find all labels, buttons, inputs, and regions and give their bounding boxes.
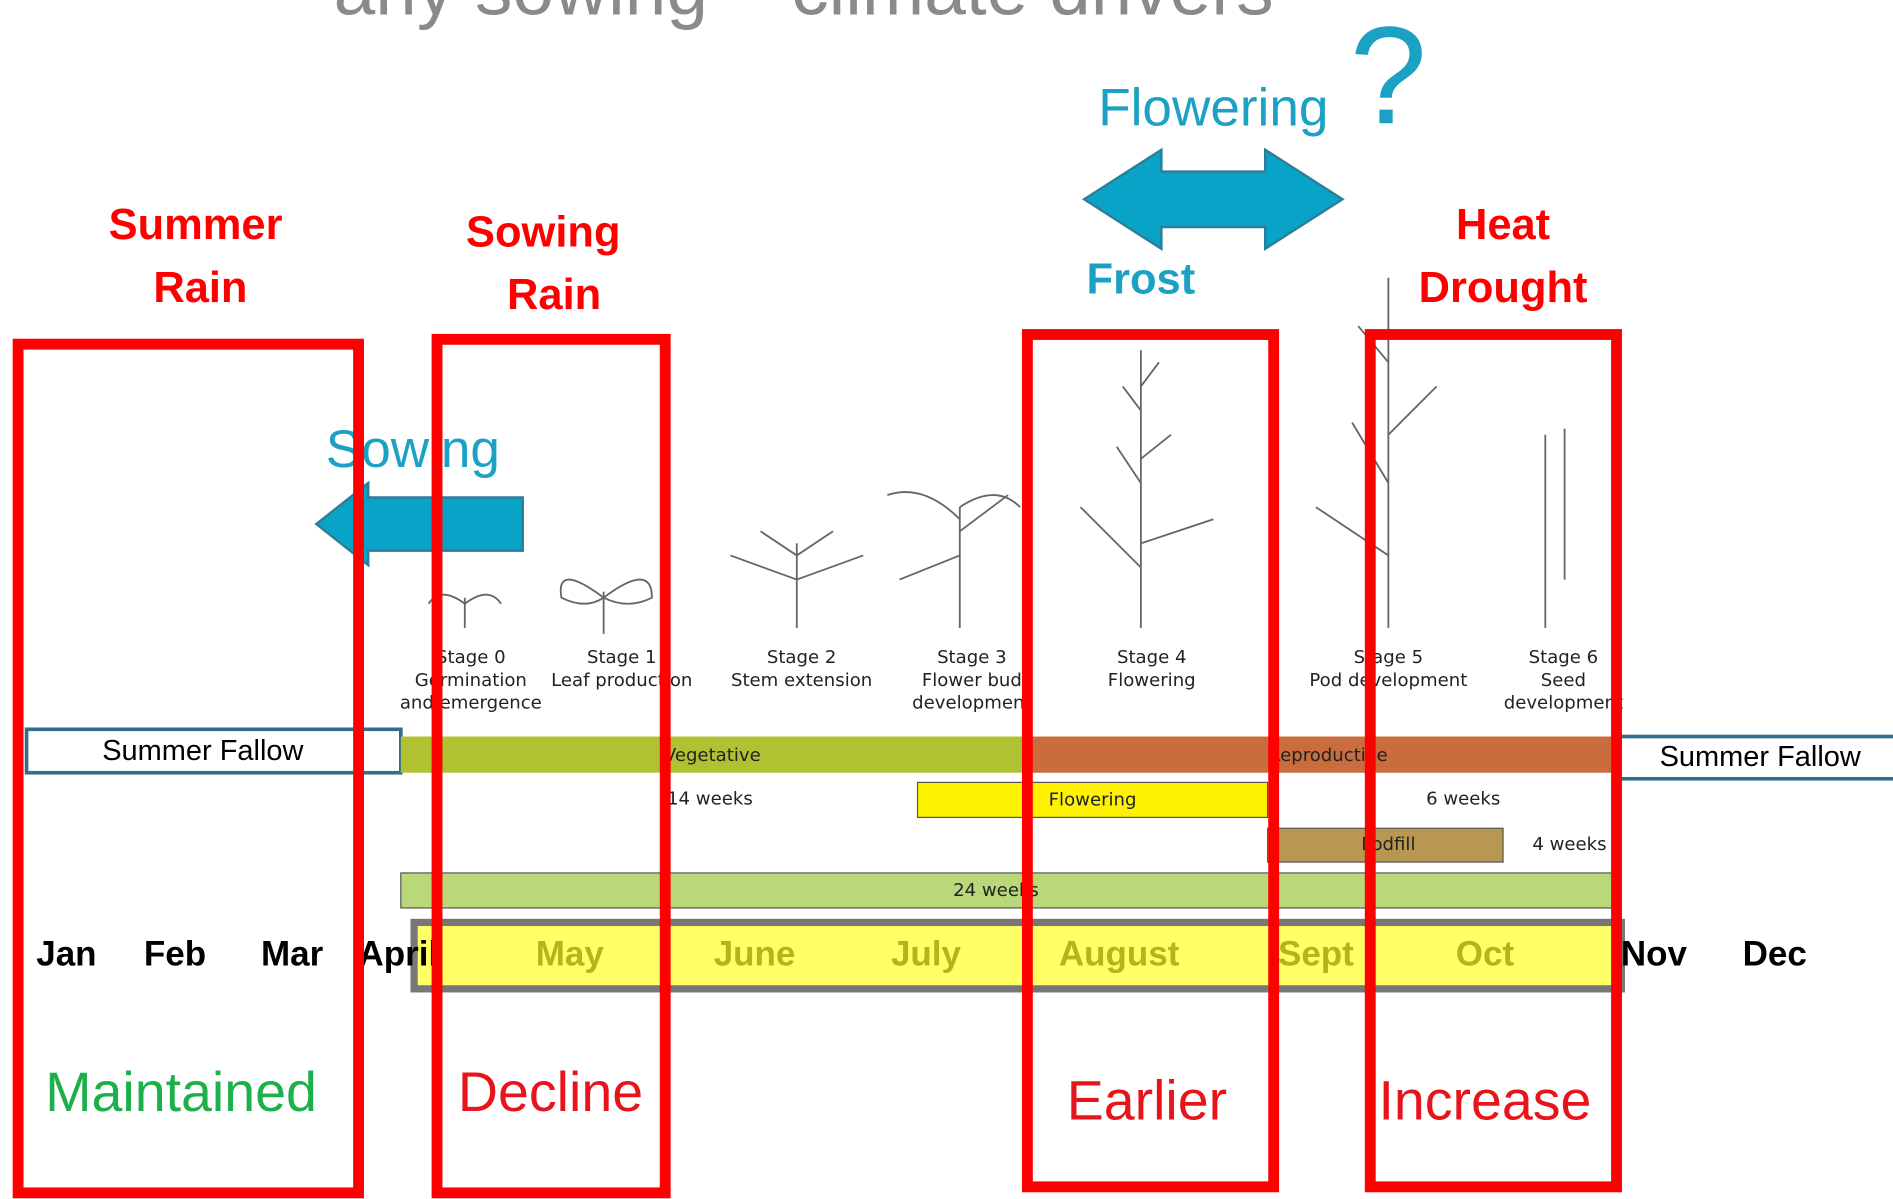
bar-label: 6 weeks: [1426, 788, 1500, 809]
page: {"title": "arly sowing – climate drivers…: [0, 0, 1893, 1199]
month-label: August: [1059, 934, 1180, 973]
driver-label: Rain: [507, 271, 601, 319]
driver-label: Rain: [153, 264, 247, 312]
sowing-label: Sowing: [326, 420, 500, 479]
driver-label: Summer: [109, 201, 283, 249]
stage-label: Germination: [415, 670, 527, 691]
bar-label: Vegetative: [664, 745, 761, 766]
flowering-label: Flowering: [1098, 79, 1328, 138]
double-arrow: [1084, 150, 1342, 249]
outcome-label: Increase: [1378, 1069, 1591, 1131]
stage-label: Pod development: [1309, 670, 1467, 691]
left-arrow: [316, 483, 522, 565]
month-label: April: [359, 934, 439, 973]
driver-label: Heat: [1456, 201, 1550, 249]
stage-label: development: [912, 693, 1031, 714]
month-label: June: [714, 934, 796, 973]
stage-label: Stage 1: [587, 647, 657, 668]
outcome-label: Earlier: [1067, 1069, 1227, 1131]
bar-label: Flowering: [1049, 790, 1137, 811]
stage-label: Stem extension: [731, 670, 872, 691]
month-label: Sept: [1278, 934, 1354, 973]
bar-label: 4 weeks: [1532, 834, 1606, 855]
month-label: July: [891, 934, 962, 973]
stage-label: Stage 2: [767, 647, 837, 668]
stage-label: and emergence: [400, 693, 542, 714]
stage-label: Stage 6: [1529, 647, 1599, 668]
month-label: Mar: [261, 934, 324, 973]
driver-label: Drought: [1419, 264, 1588, 312]
stage-label: development: [1504, 693, 1623, 714]
stage-label: Stage 3: [937, 647, 1007, 668]
outcome-label: Decline: [458, 1061, 643, 1123]
month-label: May: [536, 934, 605, 973]
slide-title: arly sowing – climate drivers: [334, 0, 1274, 31]
stage-label: Stage 5: [1354, 647, 1424, 668]
stage-label: Stage 0: [436, 647, 506, 668]
driver-label: Sowing: [466, 208, 620, 256]
stage-label: Leaf production: [551, 670, 692, 691]
stage-label: Flowering: [1108, 670, 1196, 691]
fallow-label: Summer Fallow: [1660, 741, 1861, 773]
month-label: Dec: [1743, 934, 1807, 973]
month-label: Feb: [144, 934, 206, 973]
fallow-label: Summer Fallow: [102, 735, 303, 767]
stage-label: Seed: [1541, 670, 1586, 691]
frost-label: Frost: [1087, 255, 1196, 303]
question-mark: ?: [1350, 0, 1427, 153]
stage-label: Stage 4: [1117, 647, 1187, 668]
stage-label: Flower bud: [922, 670, 1022, 691]
bar-label: 14 weeks: [667, 788, 753, 809]
slide: arly sowing – climate drivers ? Flowerin…: [0, 0, 1893, 1199]
month-label: Nov: [1621, 934, 1688, 973]
month-label: Oct: [1456, 934, 1515, 973]
month-label: Jan: [36, 934, 96, 973]
outcome-label: Maintained: [45, 1061, 317, 1123]
